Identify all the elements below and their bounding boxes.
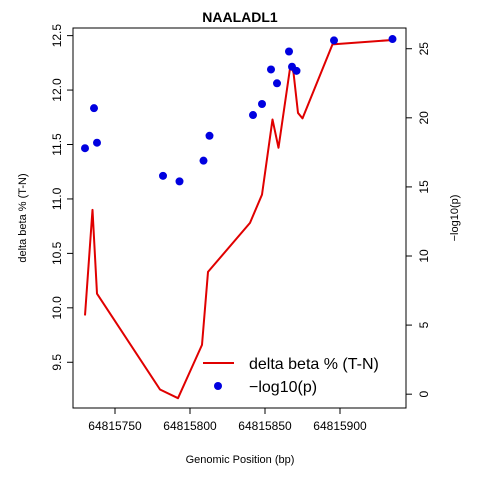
data-point-neg-log10-p	[267, 65, 275, 74]
data-point-neg-log10-p	[199, 156, 208, 165]
y-axis-right-label: −log10(p)	[449, 195, 461, 242]
data-point-neg-log10-p	[90, 104, 98, 113]
plot-frame	[72, 27, 407, 409]
y-left-tick-label: 11.5	[50, 133, 64, 156]
data-point-neg-log10-p	[273, 79, 281, 88]
legend-label-neg-log10-p: −log10(p)	[249, 379, 317, 396]
data-point-neg-log10-p	[205, 131, 214, 140]
y-left-tick-label: 12.5	[50, 24, 64, 48]
series-line-delta-beta	[84, 38, 393, 400]
data-point-neg-log10-p	[159, 171, 167, 180]
y-axis-left-label: delta beta % (T-N)	[17, 173, 29, 262]
data-point-neg-log10-p	[285, 47, 293, 56]
x-axis: 64815750 64815800 64815850 64815900	[88, 408, 367, 433]
x-tick-label: 64815750	[88, 419, 142, 433]
y-right-tick-label: 25	[417, 42, 431, 56]
chart-title: NAALADL1	[202, 9, 278, 25]
y-axis-left: 9.5 10.0 10.5 11.0 11.5 12.0 12.5	[50, 24, 73, 371]
data-point-neg-log10-p	[292, 66, 301, 75]
x-axis-label: Genomic Position (bp)	[186, 454, 295, 466]
x-tick-label: 64815800	[163, 419, 217, 433]
legend: delta beta % (T-N) −log10(p)	[203, 356, 379, 396]
legend-label-delta-beta: delta beta % (T-N)	[249, 356, 379, 373]
legend-point-swatch	[214, 382, 222, 390]
x-tick-label: 64815850	[238, 419, 292, 433]
y-left-tick-label: 10.0	[50, 296, 64, 320]
y-right-tick-label: 20	[417, 111, 431, 125]
y-right-tick-label: 5	[417, 321, 431, 328]
data-point-neg-log10-p	[330, 36, 338, 45]
y-left-tick-label: 12.0	[50, 78, 64, 102]
y-left-tick-label: 11.0	[50, 187, 64, 210]
y-axis-right: 0 5 10 15 20 25	[406, 42, 431, 398]
data-point-neg-log10-p	[258, 100, 266, 108]
y-right-tick-label: 0	[417, 391, 431, 398]
x-tick-label: 64815900	[313, 419, 367, 433]
y-right-tick-label: 15	[417, 180, 431, 194]
data-point-neg-log10-p	[249, 111, 257, 120]
data-point-neg-log10-p	[93, 138, 101, 147]
series-layer	[81, 35, 397, 400]
data-point-neg-log10-p	[81, 144, 89, 153]
y-left-tick-label: 10.5	[50, 241, 64, 265]
data-point-neg-log10-p	[175, 177, 184, 186]
data-point-neg-log10-p	[388, 35, 397, 44]
y-right-tick-label: 10	[417, 249, 431, 263]
y-left-tick-label: 9.5	[50, 354, 64, 371]
